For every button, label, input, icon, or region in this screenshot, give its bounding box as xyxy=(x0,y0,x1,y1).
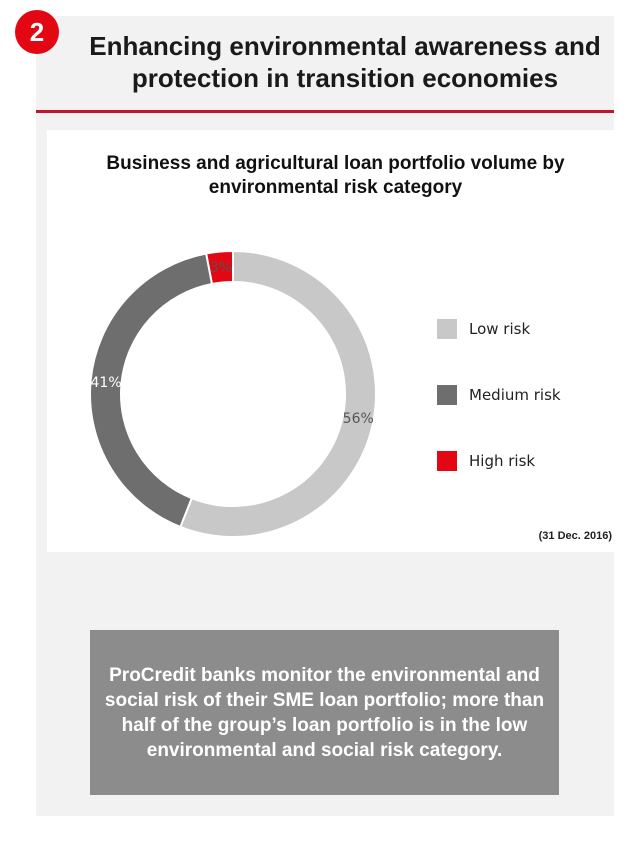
donut-chart: 56% 41% 3% xyxy=(89,249,377,538)
summary-box: ProCredit banks monitor the environmenta… xyxy=(90,630,559,795)
chart-title: Business and agricultural loan portfolio… xyxy=(106,153,565,198)
page-title: Enhancing environmental awareness and pr… xyxy=(89,31,601,93)
legend-label-high-risk: High risk xyxy=(469,452,536,470)
legend-item-low-risk: Low risk xyxy=(437,318,561,340)
legend-swatch-low-risk xyxy=(437,319,457,339)
title-divider xyxy=(36,110,614,113)
chart-footnote: (31 Dec. 2016) xyxy=(538,530,612,542)
donut-slice-low-risk xyxy=(179,249,377,538)
legend-label-medium-risk: Medium risk xyxy=(469,386,561,404)
chart-card: 56% 41% 3% Business and agricultural loan … xyxy=(47,130,624,552)
data-label-low-risk: 56% xyxy=(343,411,374,427)
section-number-badge: 2 xyxy=(15,10,59,54)
summary-text: ProCredit banks monitor the environmenta… xyxy=(104,664,545,761)
data-label-high-risk: 3% xyxy=(210,260,232,276)
legend-item-high-risk: High risk xyxy=(437,450,561,472)
legend-swatch-high-risk xyxy=(437,451,457,471)
legend-swatch-medium-risk xyxy=(437,385,457,405)
donut-slice-high-risk xyxy=(205,249,234,286)
data-label-medium-risk: 41% xyxy=(91,375,122,391)
chart-legend: Low risk Medium risk High risk xyxy=(437,318,561,516)
legend-item-medium-risk: Medium risk xyxy=(437,384,561,406)
legend-label-low-risk: Low risk xyxy=(469,320,531,338)
